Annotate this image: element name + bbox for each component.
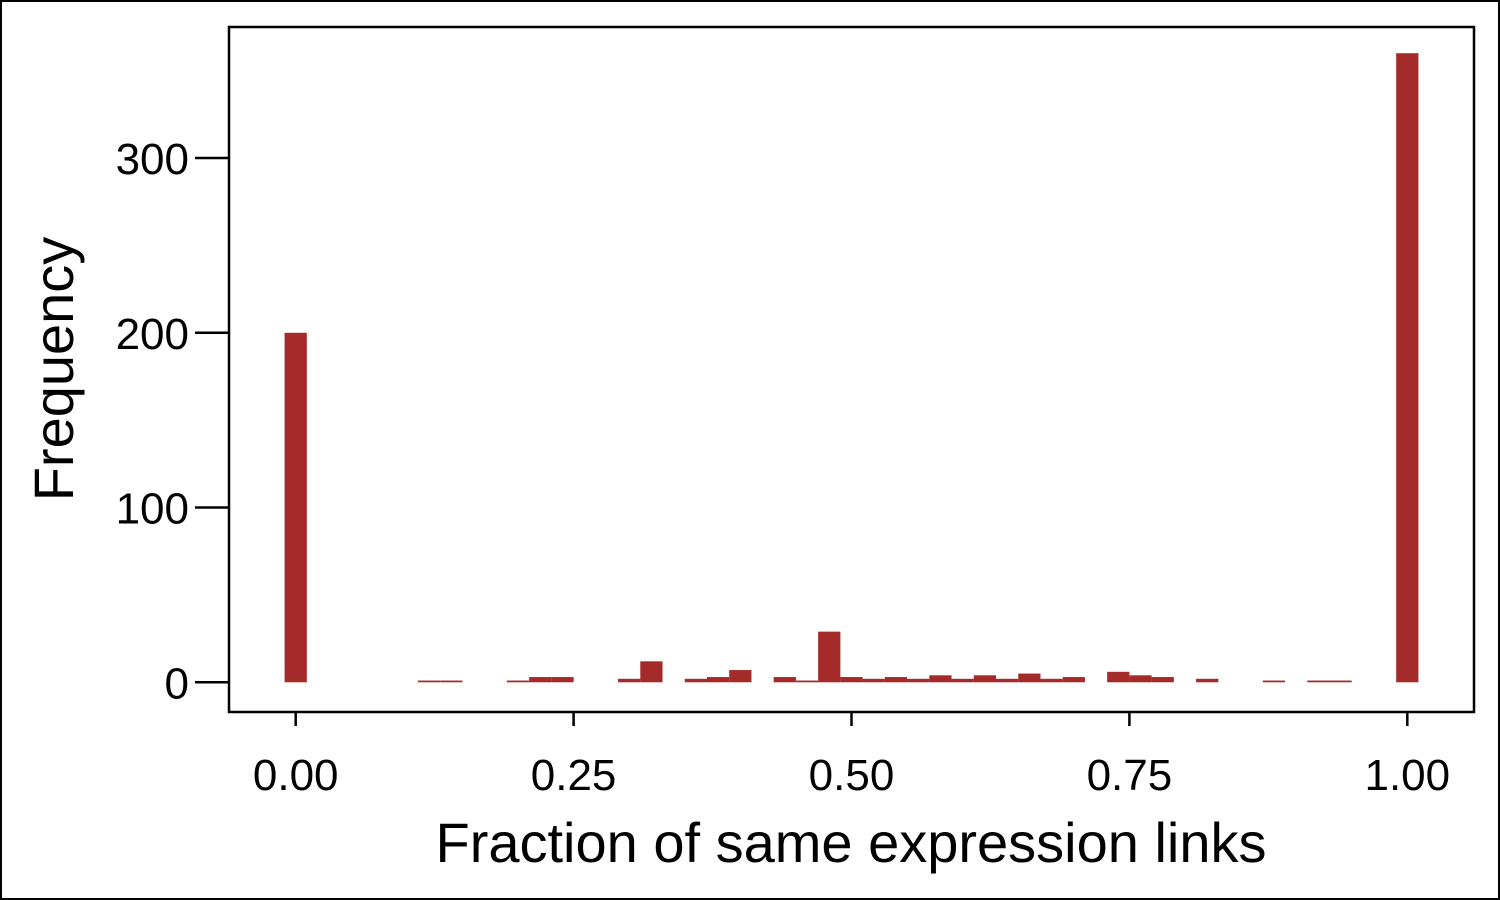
histogram-bar [773, 677, 796, 683]
histogram-bar [1329, 680, 1352, 683]
y-axis: 0 100 200 300 [116, 135, 229, 708]
plot-area [227, 25, 1476, 714]
histogram-bar [818, 631, 841, 683]
x-tick-label: 0.00 [253, 751, 339, 800]
x-tick-label: 1.00 [1364, 751, 1450, 800]
y-tick-label: 200 [116, 310, 189, 359]
histogram-bar [551, 677, 574, 683]
histogram-bar [1262, 680, 1286, 683]
histogram-bar [973, 675, 997, 683]
histogram-bar [1018, 673, 1041, 683]
x-axis: 0.00 0.25 0.50 0.75 1.00 [253, 712, 1450, 800]
histogram-bar [529, 677, 552, 683]
histogram-bar [440, 680, 463, 683]
histogram-bars [284, 53, 1419, 683]
histogram-bar [1129, 675, 1152, 683]
histogram-bar [1196, 678, 1219, 683]
x-tick-label: 0.25 [531, 751, 617, 800]
histogram-bar [840, 677, 863, 683]
histogram-bar [996, 678, 1019, 683]
histogram-bar [640, 661, 663, 683]
histogram-bar [1107, 671, 1130, 683]
y-tick-label: 100 [116, 485, 189, 534]
histogram-bar [684, 678, 707, 683]
histogram-bar [1307, 680, 1330, 683]
histogram-bar [729, 670, 752, 683]
histogram-bar [795, 680, 819, 683]
histogram-bar [506, 680, 530, 683]
y-tick-label: 300 [116, 135, 189, 184]
histogram-bar [862, 678, 885, 683]
histogram-bar [1040, 678, 1063, 683]
histogram-bar [1151, 677, 1174, 683]
histogram-bar [884, 677, 908, 683]
histogram-bar [618, 678, 641, 683]
x-tick-label: 0.50 [809, 751, 895, 800]
x-tick-label: 0.75 [1087, 751, 1173, 800]
histogram-bar [1062, 677, 1085, 683]
histogram-bar [706, 677, 730, 683]
histogram-bar [907, 678, 930, 683]
histogram-bar [1396, 53, 1419, 683]
x-axis-title: Fraction of same expression links [435, 811, 1266, 874]
y-tick-label: 0 [165, 659, 189, 708]
y-axis-title: Frequency [22, 237, 85, 502]
histogram-bar [929, 675, 952, 683]
histogram-bar [951, 678, 974, 683]
histogram-bar [417, 680, 441, 683]
histogram-bar [284, 332, 307, 683]
